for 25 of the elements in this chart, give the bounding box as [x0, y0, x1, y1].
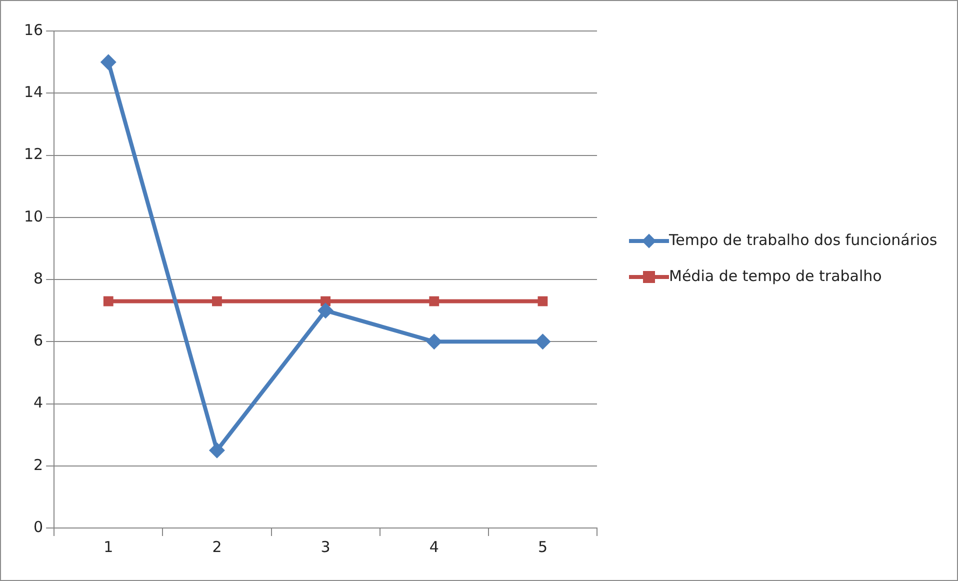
- legend-label: Média de tempo de trabalho: [669, 266, 882, 287]
- x-tick-label: 1: [104, 538, 114, 556]
- x-tick-label: 2: [212, 538, 222, 556]
- point: [426, 334, 442, 350]
- point: [208, 442, 225, 458]
- x-tick-label: 3: [320, 538, 330, 556]
- y-tick-label: 8: [34, 269, 44, 288]
- x-tick-label: 5: [538, 538, 548, 556]
- legend-label: Tempo de trabalho dos funcionários: [669, 230, 938, 251]
- y-tick-label: 4: [34, 394, 44, 412]
- x-tick-label: 4: [429, 538, 439, 556]
- point: [100, 54, 116, 70]
- y-tick-label: 16: [24, 20, 44, 39]
- y-tick-label: 0: [34, 518, 44, 536]
- point: [534, 334, 551, 350]
- point: [318, 302, 334, 319]
- point: [103, 296, 114, 306]
- y-tick-label: 10: [24, 207, 44, 226]
- y-tick-label: 14: [24, 83, 44, 102]
- point: [538, 296, 548, 306]
- point: [429, 296, 440, 306]
- y-tick-label: 2: [34, 456, 44, 474]
- point: [212, 296, 222, 306]
- y-tick-label: 6: [34, 332, 44, 350]
- y-tick-label: 12: [24, 145, 44, 164]
